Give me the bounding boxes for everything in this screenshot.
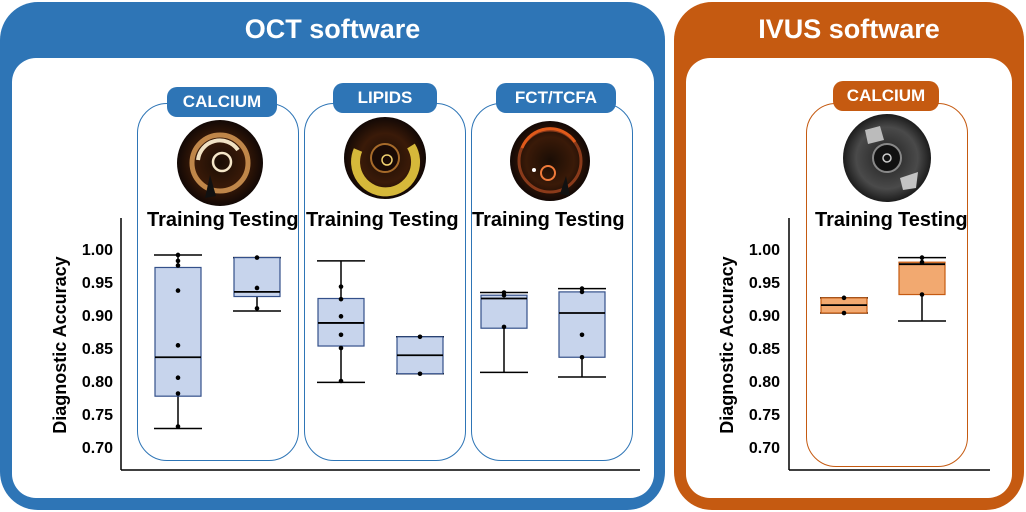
oct-ytick-4: 0.80 bbox=[82, 374, 113, 391]
fct-card bbox=[471, 103, 633, 461]
ivus-point-0-0 bbox=[841, 295, 847, 301]
oct-ytick-0: 1.00 bbox=[82, 242, 113, 259]
oct-y-axis-label: Diagnostic Accuracy bbox=[50, 256, 70, 433]
oct-calcium-image bbox=[177, 120, 263, 206]
oct-point-2-0 bbox=[338, 284, 344, 289]
oct-point-4-2 bbox=[501, 324, 507, 330]
oct-ytick-6: 0.70 bbox=[82, 440, 113, 457]
ivus-ytick-1: 0.95 bbox=[749, 275, 780, 292]
oct-ytick-2: 0.90 bbox=[82, 308, 113, 325]
oct-lipids-image bbox=[344, 117, 426, 199]
ivus-ytick-4: 0.80 bbox=[749, 374, 780, 391]
oct-box-3 bbox=[396, 334, 444, 377]
oct-point-1-0 bbox=[254, 255, 260, 260]
oct-point-0-5 bbox=[175, 375, 181, 381]
ivus-panel-title: IVUS software bbox=[758, 14, 940, 44]
oct-fct-image bbox=[510, 121, 590, 201]
oct-point-0-7 bbox=[175, 424, 181, 429]
oct-point-4-1 bbox=[501, 292, 507, 298]
oct-point-2-3 bbox=[338, 332, 344, 338]
ivus-box-0 bbox=[820, 295, 868, 316]
oct-ytick-1: 0.95 bbox=[82, 275, 113, 292]
ivus-box-1 bbox=[898, 255, 946, 322]
oct-box-4 bbox=[480, 290, 528, 374]
oct-point-5-1 bbox=[579, 289, 585, 295]
fct-testing-label: Testing bbox=[555, 209, 625, 231]
oct-point-1-1 bbox=[254, 285, 260, 291]
ivus-ytick-5: 0.75 bbox=[749, 407, 780, 424]
oct-ytick-3: 0.85 bbox=[82, 341, 113, 358]
oct-ytick-5: 0.75 bbox=[82, 407, 113, 424]
oct-point-5-0 bbox=[579, 286, 585, 291]
oct-point-2-1 bbox=[338, 296, 344, 302]
ivus-point-1-1 bbox=[919, 259, 925, 265]
ivus-ytick-0: 1.00 bbox=[749, 242, 780, 259]
oct-point-1-2 bbox=[254, 306, 260, 311]
calcium-training-label: Training bbox=[147, 209, 225, 231]
oct-box-0 bbox=[154, 252, 202, 430]
oct-point-5-3 bbox=[579, 354, 585, 360]
lipids-pill: LIPIDS bbox=[333, 83, 437, 113]
fct-pill: FCT/TCFA bbox=[496, 83, 616, 113]
oct-iqr-1 bbox=[233, 256, 281, 298]
ivus-point-1-2 bbox=[919, 292, 925, 297]
oct-point-0-6 bbox=[175, 391, 181, 396]
oct-point-5-2 bbox=[579, 332, 585, 338]
oct-point-2-5 bbox=[338, 378, 344, 384]
lipids-testing-label: Testing bbox=[389, 209, 459, 231]
oct-point-2-4 bbox=[338, 345, 344, 351]
ivus-y-axis-label: Diagnostic Accuracy bbox=[717, 256, 737, 433]
oct-point-0-1 bbox=[175, 258, 181, 264]
ivus-ytick-2: 0.90 bbox=[749, 308, 780, 325]
lipids-training-label: Training bbox=[306, 209, 384, 231]
ivus-training-label: Training bbox=[815, 209, 893, 231]
oct-box-2 bbox=[317, 260, 365, 384]
ivus-calcium-image bbox=[843, 114, 931, 202]
calcium-testing-label: Testing bbox=[229, 209, 299, 231]
oct-point-0-3 bbox=[175, 288, 181, 293]
oct-box-1 bbox=[233, 255, 281, 312]
oct-box-5 bbox=[558, 286, 606, 378]
oct-iqr-4 bbox=[480, 294, 528, 329]
oct-point-0-4 bbox=[175, 343, 181, 348]
oct-iqr-5 bbox=[558, 291, 606, 358]
oct-point-2-2 bbox=[338, 314, 344, 319]
ivus-point-0-1 bbox=[841, 310, 847, 316]
oct-point-0-0 bbox=[175, 252, 181, 258]
ivus-calcium-pill: CALCIUM bbox=[833, 81, 939, 111]
fct-training-label: Training bbox=[472, 209, 550, 231]
oct-point-3-0 bbox=[417, 334, 423, 340]
calcium-pill: CALCIUM bbox=[167, 87, 277, 117]
ivus-ytick-3: 0.85 bbox=[749, 341, 780, 358]
ivus-ytick-6: 0.70 bbox=[749, 440, 780, 457]
oct-point-0-2 bbox=[175, 263, 181, 268]
ivus-testing-label: Testing bbox=[898, 209, 968, 231]
ivus-iqr-1 bbox=[898, 261, 946, 296]
oct-panel-title: OCT software bbox=[244, 14, 421, 44]
ivus-point-1-0 bbox=[919, 255, 925, 260]
oct-point-3-1 bbox=[417, 371, 423, 377]
